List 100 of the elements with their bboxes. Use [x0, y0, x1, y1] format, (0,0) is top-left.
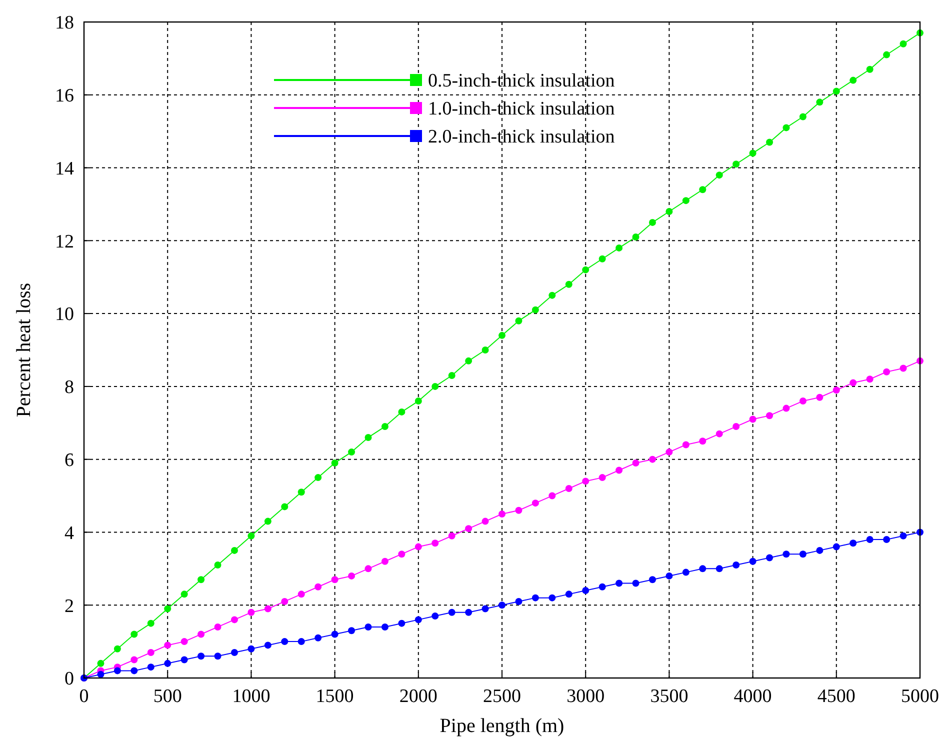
point — [180, 638, 188, 646]
point — [381, 423, 388, 430]
point — [214, 623, 222, 630]
point — [448, 608, 456, 616]
point — [766, 412, 774, 420]
point — [114, 667, 121, 674]
point — [198, 630, 205, 638]
point — [348, 572, 356, 580]
point — [866, 376, 874, 383]
point — [866, 536, 874, 544]
point — [766, 554, 774, 562]
point — [515, 317, 522, 324]
point — [198, 652, 205, 660]
point — [448, 372, 456, 380]
point — [348, 448, 356, 456]
point — [348, 627, 356, 634]
point — [230, 648, 238, 656]
point — [281, 598, 288, 605]
x-axis-title: Pipe length (m) — [440, 715, 564, 737]
point — [147, 648, 154, 656]
point — [248, 608, 255, 616]
point — [130, 656, 138, 664]
point — [598, 474, 606, 482]
point — [314, 634, 322, 642]
point — [214, 652, 222, 660]
point — [314, 583, 322, 590]
point — [180, 590, 188, 598]
point — [130, 667, 138, 674]
point — [716, 430, 723, 438]
point — [766, 138, 774, 146]
point — [732, 562, 740, 569]
point — [515, 506, 522, 514]
legend-label: 2.0-inch-thick insulation — [428, 126, 616, 148]
point — [616, 244, 623, 252]
point — [598, 255, 606, 262]
point — [900, 532, 907, 540]
point — [264, 642, 272, 649]
point — [850, 540, 857, 547]
point — [248, 645, 255, 652]
point — [816, 394, 824, 401]
point — [682, 441, 690, 448]
y-tick-label: 10 — [55, 304, 74, 326]
point — [465, 357, 472, 364]
point — [582, 478, 590, 485]
point — [331, 630, 338, 638]
point — [364, 565, 372, 572]
point — [816, 546, 824, 554]
point — [565, 280, 572, 288]
y-tick-label: 6 — [64, 450, 74, 471]
point — [716, 565, 723, 572]
point — [832, 88, 840, 95]
point — [230, 546, 238, 554]
point — [799, 113, 806, 120]
x-tick-label: 2500 — [483, 686, 521, 707]
point — [498, 510, 506, 518]
x-tick-label: 3500 — [650, 686, 688, 707]
y-tick-label: 12 — [55, 231, 74, 252]
point — [616, 466, 623, 474]
point — [648, 576, 656, 584]
x-tick-label: 2000 — [399, 686, 438, 707]
point — [164, 605, 172, 612]
point — [298, 488, 305, 496]
x-tick-label: 4500 — [817, 686, 856, 707]
point — [264, 605, 272, 612]
point — [699, 565, 706, 572]
point — [298, 638, 305, 646]
point — [666, 448, 673, 456]
point — [548, 292, 556, 299]
point — [114, 645, 121, 652]
point — [398, 620, 406, 627]
point — [749, 416, 756, 423]
point — [230, 616, 238, 624]
point — [832, 386, 840, 394]
point — [482, 605, 489, 612]
point — [482, 518, 489, 525]
y-tick-label: 18 — [55, 12, 74, 34]
point — [214, 562, 222, 569]
y-axis-title: Percent heat loss — [13, 282, 35, 418]
x-tick-label: 1500 — [316, 686, 354, 707]
point — [682, 568, 690, 576]
y-tick-label: 8 — [64, 377, 74, 398]
point — [331, 459, 338, 466]
point — [465, 525, 472, 532]
point — [582, 266, 590, 274]
point — [482, 346, 489, 354]
point — [164, 642, 172, 649]
point — [666, 572, 673, 580]
x-tick-label: 1000 — [232, 686, 270, 707]
y-tick-label: 14 — [55, 158, 74, 180]
x-tick-label: 5000 — [901, 686, 939, 707]
point — [448, 532, 456, 540]
point — [699, 186, 706, 194]
point — [164, 660, 172, 667]
point — [432, 382, 439, 390]
point — [732, 423, 740, 430]
point — [832, 543, 840, 550]
point — [866, 66, 874, 73]
point — [364, 623, 372, 630]
point — [565, 590, 572, 598]
point — [850, 379, 857, 386]
